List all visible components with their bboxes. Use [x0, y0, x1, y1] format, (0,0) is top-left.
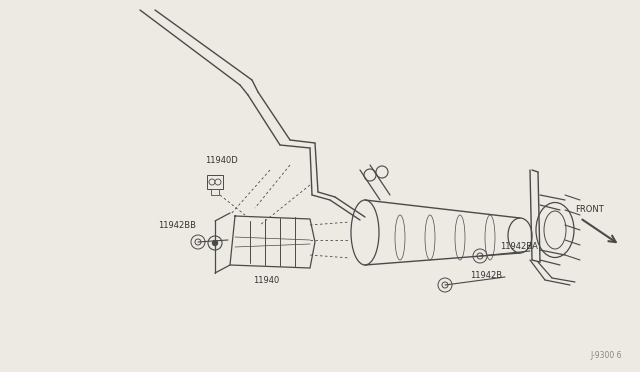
- Circle shape: [208, 236, 222, 250]
- Circle shape: [477, 253, 483, 259]
- Bar: [207, 175, 223, 189]
- Ellipse shape: [536, 202, 574, 257]
- Ellipse shape: [425, 215, 435, 260]
- Text: J-9300 6: J-9300 6: [590, 351, 621, 360]
- Text: 11942B: 11942B: [470, 271, 502, 280]
- Text: FRONT: FRONT: [575, 205, 604, 214]
- Ellipse shape: [508, 218, 532, 253]
- Circle shape: [364, 169, 376, 181]
- Ellipse shape: [544, 211, 566, 249]
- Circle shape: [209, 179, 215, 185]
- Bar: [211, 189, 219, 195]
- Text: 11942BB: 11942BB: [158, 221, 196, 230]
- Ellipse shape: [351, 200, 379, 265]
- Circle shape: [442, 282, 448, 288]
- Circle shape: [195, 239, 201, 245]
- Ellipse shape: [455, 215, 465, 260]
- Ellipse shape: [395, 215, 405, 260]
- Text: 11940: 11940: [253, 276, 279, 285]
- Text: 11942BA: 11942BA: [500, 242, 538, 251]
- Circle shape: [438, 278, 452, 292]
- Circle shape: [191, 235, 205, 249]
- Circle shape: [212, 241, 218, 246]
- Ellipse shape: [485, 215, 495, 260]
- Circle shape: [376, 166, 388, 178]
- Text: 11940D: 11940D: [205, 156, 237, 165]
- Circle shape: [473, 249, 487, 263]
- Circle shape: [215, 179, 221, 185]
